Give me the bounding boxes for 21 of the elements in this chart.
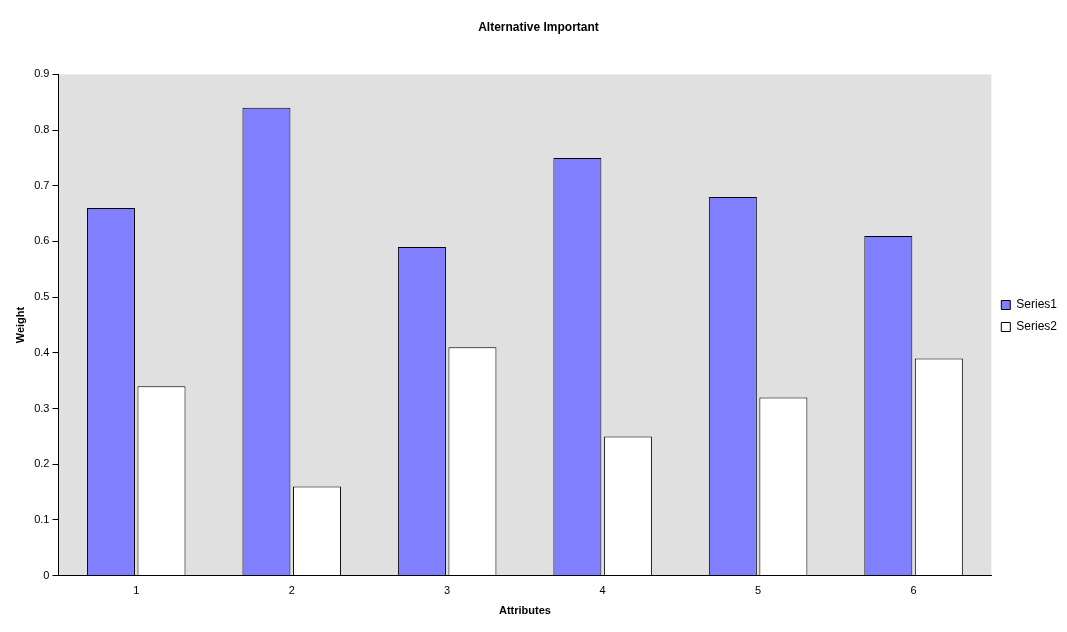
x-tick-label: 5 [755, 584, 762, 597]
legend-label: Series2 [1016, 319, 1058, 334]
y-tick-label: 0.2 [34, 457, 50, 470]
x-tick-label: 6 [910, 584, 917, 597]
y-tick-label: 0.3 [34, 401, 50, 414]
y-tick-label: 0.9 [34, 67, 50, 80]
y-tick-label: 0.1 [34, 512, 50, 525]
x-tick-label: 4 [599, 584, 606, 597]
x-tick-label: 1 [133, 584, 140, 597]
x-axis-title: Attributes [498, 604, 551, 617]
y-axis-title: Weight [13, 306, 26, 344]
x-tick-label: 2 [288, 584, 295, 597]
y-tick-label: 0.7 [34, 178, 50, 191]
y-tick-label: 0.5 [34, 290, 50, 303]
chart-title: Alternative Important [478, 19, 599, 34]
y-tick-label: 0.6 [34, 234, 50, 247]
y-tick-label: 0.8 [34, 123, 50, 136]
y-tick-label: 0 [43, 568, 50, 581]
y-tick-label: 0.4 [34, 345, 50, 358]
legend-label: Series1 [1016, 297, 1058, 312]
x-tick-label: 3 [444, 584, 451, 597]
